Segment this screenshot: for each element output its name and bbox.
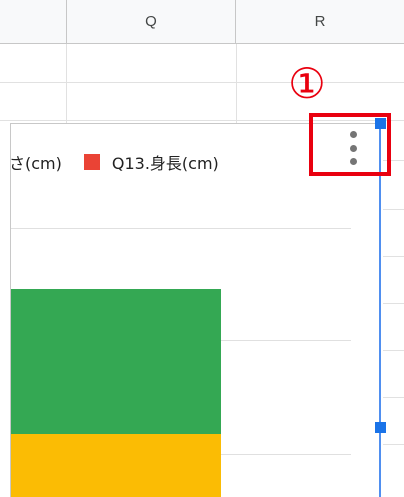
bar-segment-green[interactable] (11, 289, 221, 434)
plot-gridline (11, 228, 351, 229)
row-gridline (383, 303, 404, 304)
row-gridline (383, 444, 404, 445)
chart-legend: の高さ(cm) Q13.身長(cm) (10, 150, 219, 174)
annotation-marker: ① (288, 59, 326, 108)
row-gridline (383, 350, 404, 351)
row-gridline (383, 160, 404, 161)
row-gridline (383, 209, 404, 210)
column-header-p[interactable] (0, 0, 67, 44)
more-vert-icon[interactable] (343, 131, 363, 165)
legend-label-q13-height: Q13.身長(cm) (111, 154, 219, 173)
column-gridline (66, 44, 67, 124)
row-gridline (383, 256, 404, 257)
row-gridline (0, 82, 404, 83)
embedded-chart[interactable]: の高さ(cm) Q13.身長(cm) (10, 123, 380, 497)
column-header-q[interactable]: Q (67, 0, 236, 44)
column-header-r[interactable]: R (314, 13, 326, 30)
row-gridline (0, 120, 404, 121)
menu-dot (349, 158, 357, 165)
annotation-highlight-box (309, 113, 391, 176)
resize-handle-top-right[interactable] (375, 118, 386, 129)
chart-selection-border (379, 123, 381, 497)
column-header-row: Q R (0, 0, 404, 44)
resize-handle-right[interactable] (375, 422, 386, 433)
bar-segment-yellow[interactable] (11, 434, 221, 497)
menu-dot (349, 131, 357, 138)
legend-swatch-height-cm (83, 154, 100, 170)
row-gridline (383, 397, 404, 398)
legend-label-height: の高さ(cm) (10, 154, 62, 173)
menu-dot (349, 144, 357, 152)
column-gridline (236, 44, 237, 124)
